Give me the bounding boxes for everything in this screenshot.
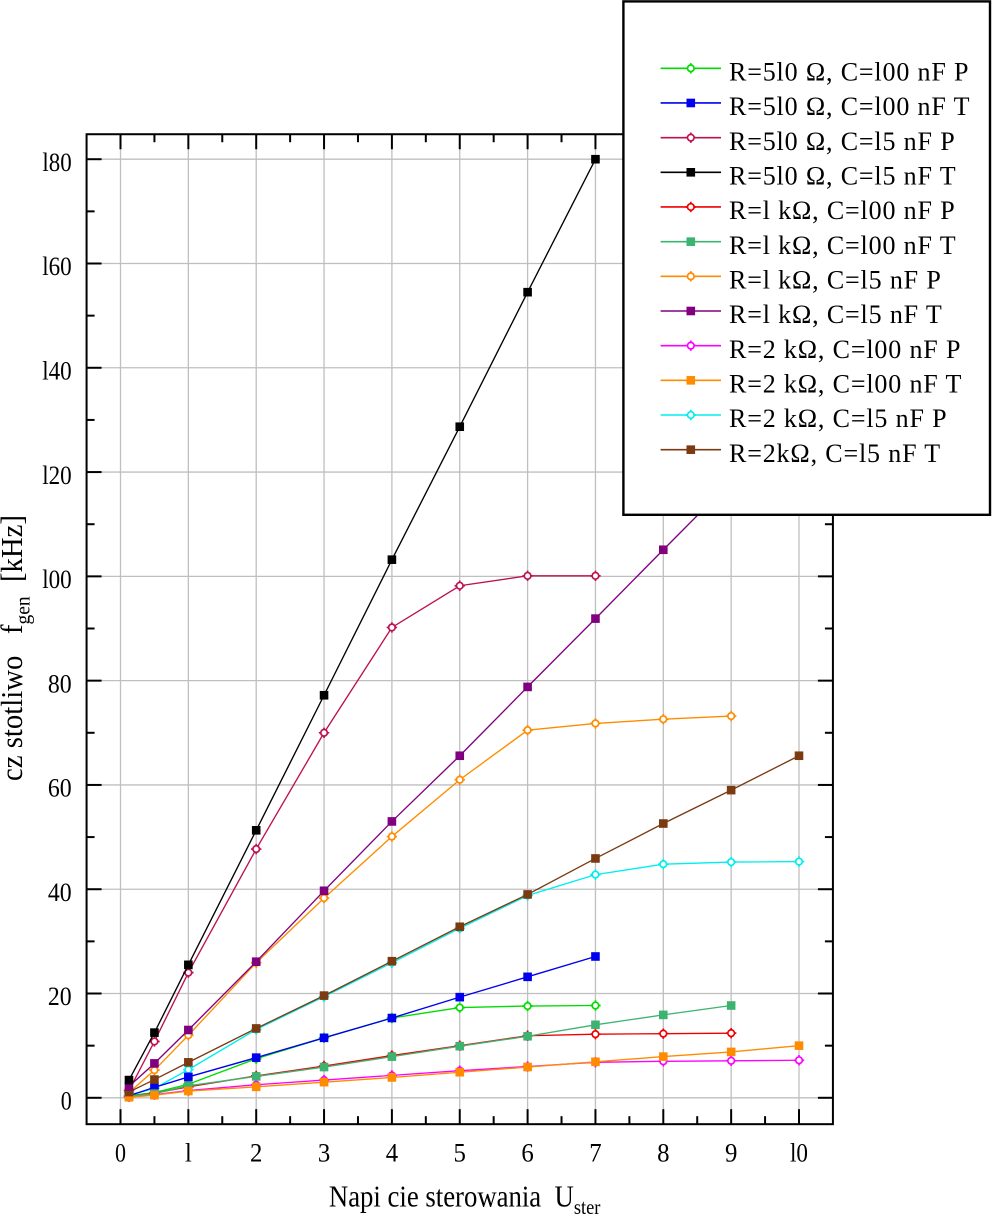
svg-text:R=2 kΩ, C=l00 nF P: R=2 kΩ, C=l00 nF P [729, 335, 961, 364]
svg-text:R=5l0 Ω, C=l5 nF T: R=5l0 Ω, C=l5 nF T [729, 162, 956, 191]
svg-text:R=l kΩ, C=l5 nF T: R=l kΩ, C=l5 nF T [729, 300, 943, 329]
svg-text:l40: l40 [42, 356, 72, 385]
svg-text:l0: l0 [790, 1138, 808, 1167]
svg-text:60: 60 [48, 774, 72, 803]
svg-text:7: 7 [589, 1138, 601, 1167]
svg-text:Napi cie sterowania Uster: Napi cie sterowania Uster [329, 1179, 601, 1219]
svg-text:R=l kΩ, C=l00 nF T: R=l kΩ, C=l00 nF T [729, 231, 956, 260]
svg-text:R=2 kΩ, C=l5 nF P: R=2 kΩ, C=l5 nF P [729, 404, 947, 433]
svg-text:0: 0 [61, 1087, 72, 1116]
svg-text:cz stotliwo fgen [kHz]: cz stotliwo fgen [kHz] [0, 515, 35, 781]
svg-text:l20: l20 [42, 461, 72, 490]
svg-text:2: 2 [250, 1138, 262, 1167]
svg-text:R=2 kΩ, C=l00 nF T: R=2 kΩ, C=l00 nF T [729, 370, 962, 399]
svg-text:4: 4 [386, 1138, 398, 1167]
svg-text:40: 40 [48, 878, 72, 907]
svg-text:l60: l60 [42, 252, 72, 281]
svg-text:R=l kΩ, C=l00 nF P: R=l kΩ, C=l00 nF P [729, 196, 956, 225]
svg-text:l: l [185, 1138, 192, 1167]
svg-text:0: 0 [115, 1138, 126, 1167]
svg-text:3: 3 [318, 1138, 330, 1167]
svg-text:R=5l0 Ω, C=l00 nF P: R=5l0 Ω, C=l00 nF P [729, 58, 969, 87]
svg-text:R=5l0 Ω, C=l5 nF P: R=5l0 Ω, C=l5 nF P [729, 127, 956, 156]
svg-text:20: 20 [48, 982, 72, 1011]
svg-text:l80: l80 [42, 148, 71, 177]
svg-text:l00: l00 [42, 565, 72, 594]
svg-text:R=l kΩ, C=l5 nF P: R=l kΩ, C=l5 nF P [729, 266, 942, 295]
svg-text:9: 9 [725, 1138, 737, 1167]
svg-text:80: 80 [48, 669, 72, 698]
svg-text:R=5l0 Ω, C=l00 nF T: R=5l0 Ω, C=l00 nF T [729, 92, 970, 121]
svg-text:5: 5 [454, 1138, 466, 1167]
svg-text:8: 8 [657, 1138, 669, 1167]
svg-text:R=2kΩ, C=l5 nF T: R=2kΩ, C=l5 nF T [729, 439, 941, 468]
svg-text:6: 6 [521, 1138, 533, 1167]
